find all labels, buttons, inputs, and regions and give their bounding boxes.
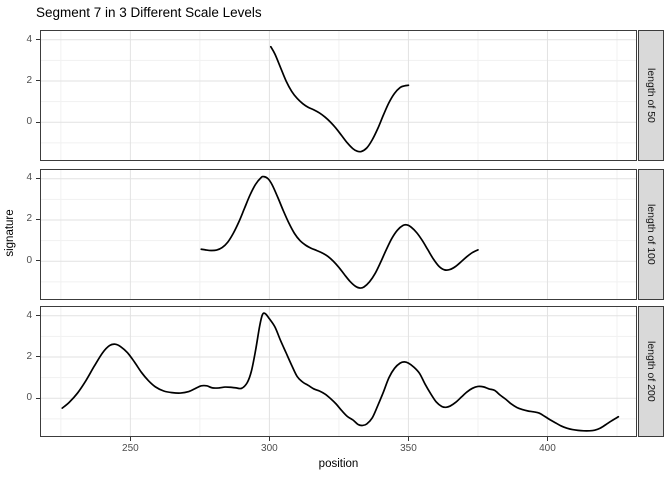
facet-strip-length-of-50: length of 50 [638, 30, 664, 161]
signature-curve [200, 175, 479, 289]
panel-plot-area [40, 30, 637, 161]
x-tick-mark [546, 437, 548, 441]
y-tick-mark [36, 260, 40, 262]
strip-label: length of 100 [645, 203, 657, 265]
y-tick-label: 4 [26, 172, 32, 184]
y-tick-mark [36, 177, 40, 179]
chart-title: Segment 7 in 3 Different Scale Levels [36, 5, 262, 20]
y-tick-label: 2 [26, 74, 32, 86]
strip-label: length of 50 [645, 68, 657, 123]
panel-border [40, 306, 637, 437]
x-tick-mark [268, 437, 270, 441]
facet-panel-length-of-200 [40, 306, 637, 437]
facet-panel-length-of-100 [40, 168, 637, 300]
y-tick-mark [36, 39, 40, 41]
panel-plot-area [40, 306, 637, 437]
strip-label: length of 200 [645, 341, 657, 402]
y-tick-label: 2 [26, 350, 32, 362]
panel-border [40, 30, 637, 161]
y-tick-label: 4 [26, 309, 32, 321]
y-tick-mark [36, 397, 40, 399]
x-tick-label: 400 [539, 443, 556, 454]
panel-plot-area [40, 168, 637, 300]
x-axis-title: position [318, 458, 359, 470]
panel-border [40, 168, 637, 300]
y-tick-mark [36, 356, 40, 358]
y-tick-mark [36, 80, 40, 82]
x-tick-label: 300 [261, 443, 278, 454]
y-tick-label: 0 [26, 254, 32, 266]
y-tick-label: 4 [26, 33, 32, 45]
x-tick-label: 250 [122, 443, 139, 454]
y-tick-label: 0 [26, 392, 32, 404]
facet-strip-length-of-100: length of 100 [638, 168, 664, 300]
x-tick-label: 350 [400, 443, 417, 454]
facet-strip-length-of-200: length of 200 [638, 306, 664, 437]
facet-panel-length-of-50 [40, 30, 637, 161]
x-tick-mark [407, 437, 409, 441]
y-tick-label: 2 [26, 213, 32, 225]
y-tick-mark [36, 121, 40, 123]
y-tick-mark [36, 218, 40, 220]
signature-curve [61, 312, 620, 432]
signature-curve [269, 45, 410, 153]
y-tick-mark [36, 315, 40, 317]
y-tick-label: 0 [26, 116, 32, 128]
x-tick-mark [129, 437, 131, 441]
